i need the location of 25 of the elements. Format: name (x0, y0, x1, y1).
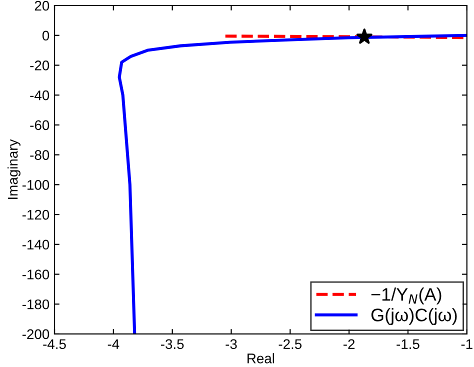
line-series (118, 34, 467, 334)
x-tick-label: -1.5 (396, 339, 420, 350)
y-axis-title: Imaginary (8, 139, 20, 199)
y-tick-label: -180 (22, 299, 50, 310)
y-tick-label: 20 (34, 0, 50, 11)
y-tick-label: -60 (30, 120, 50, 130)
x-tick-label: -3.5 (160, 339, 184, 350)
y-tick-label: -40 (30, 90, 50, 100)
y-tick-label: -140 (22, 240, 50, 250)
x-tick-label: -2 (344, 339, 355, 349)
x-tick-label: -2.5 (278, 339, 302, 350)
x-tick-label: -4 (108, 339, 120, 349)
x-tick-label: -1 (461, 339, 472, 349)
y-tick-label: -200 (22, 329, 50, 340)
legend-label: G(jω)C(jω) (371, 308, 457, 325)
legend-label: −1/Y$_{N}$(A) (371, 288, 442, 304)
y-tick-label: -80 (30, 150, 50, 160)
y-tick-label: -100 (22, 180, 50, 190)
x-tick-label: -4.5 (43, 339, 66, 350)
y-tick-label: -160 (22, 270, 50, 280)
x-axis-title: Real (248, 353, 274, 364)
y-tick-label: -120 (22, 210, 50, 220)
y-tick-label: -20 (30, 60, 50, 70)
x-tick-label: -3 (226, 339, 237, 350)
y-tick-label: 0 (42, 30, 50, 41)
